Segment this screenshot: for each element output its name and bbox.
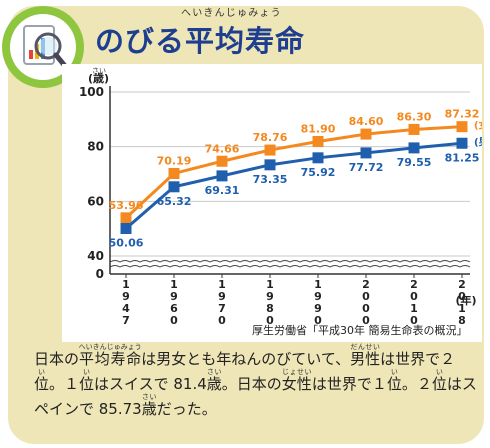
title-ruby: へいきんじゅみょう	[181, 8, 282, 19]
data-point	[312, 152, 324, 164]
source-note: 厚生労働省「平成30年 簡易生命表の概況」	[252, 324, 468, 337]
text-seg: はスイスで 81.4	[94, 375, 207, 393]
data-point	[264, 144, 276, 156]
body-text: 日本の平均寿命へいきんじゅみょうは男女とも年ねんのびていて、男性だんせいは世界で…	[34, 343, 480, 422]
series-line	[124, 125, 463, 219]
y-tick-label: 40	[87, 249, 104, 263]
y-tick-label: 100	[79, 85, 104, 99]
text-seg: 。１	[49, 375, 80, 393]
chart-panel: 40 60 80 100 0 さい (歳) 1 9 4 7 1 9 6 0 1 9 7 0 1 9 8 0 1 9 9 0 2 0 0 0 2…	[62, 64, 490, 342]
text-seg: 。２	[401, 375, 432, 393]
text-seg: 。日本の	[221, 375, 282, 393]
data-label: 77.72	[349, 161, 384, 174]
text-seg: 日本の	[34, 350, 80, 368]
data-point	[312, 135, 324, 147]
text-seg: だった。	[156, 400, 217, 418]
data-point	[360, 128, 372, 140]
life-expectancy-chart: 40 60 80 100 0 さい(歳) 1 9 4 7 1 9 6 0 1 9 7 0 1 9 8 0 1 9 9 0 2 0 0 0 2…	[79, 67, 490, 327]
ruby-word: 位い	[79, 368, 95, 393]
data-label: 87.32	[445, 108, 480, 121]
series-line	[125, 141, 463, 230]
series-label: (男)	[474, 136, 482, 148]
data-point	[216, 170, 228, 182]
data-label: 84.60	[349, 115, 384, 128]
x-axis-label: (年)	[455, 293, 476, 307]
series-label: (女)	[474, 119, 482, 132]
y-tick-label: 60	[87, 194, 104, 208]
data-label: 50.06	[109, 237, 144, 250]
data-label: 75.92	[301, 166, 336, 179]
axis-break-line	[109, 260, 471, 263]
data-label: 53.96	[109, 199, 144, 212]
ruby-word: 女性じょせい	[281, 368, 312, 393]
data-point	[360, 147, 372, 159]
data-label: 78.76	[253, 131, 288, 144]
data-label: 73.35	[253, 173, 288, 186]
data-label: 70.19	[157, 154, 192, 167]
data-point	[216, 155, 228, 167]
page-title: のびる平均寿命	[95, 24, 306, 58]
data-label: 69.31	[205, 184, 240, 197]
text-seg: は世界で１	[311, 375, 387, 393]
data-point	[456, 137, 468, 149]
ruby-word: 位い	[34, 368, 50, 393]
ruby-word: 歳さい	[141, 393, 157, 418]
data-point	[168, 167, 180, 179]
data-label: 65.32	[157, 195, 192, 208]
data-point	[120, 212, 132, 224]
data-label: 81.90	[301, 122, 336, 135]
axis-break-line	[109, 265, 471, 268]
y-tick-label: 80	[87, 140, 104, 154]
y-axis-label: (歳)	[88, 71, 109, 85]
ruby-word: 位い	[431, 368, 447, 393]
text-seg: はスペインで 85.73	[34, 375, 477, 418]
data-point	[120, 223, 132, 235]
text-seg: は世界で２	[380, 350, 456, 368]
data-point	[456, 121, 468, 133]
data-label: 79.55	[397, 156, 432, 169]
data-label: 81.25	[445, 151, 480, 164]
ruby-word: 平均寿命へいきんじゅみょう	[78, 343, 142, 368]
y-tick-label: 0	[96, 267, 104, 281]
header-badge	[2, 6, 84, 88]
ruby-word: 男性だんせい	[350, 343, 381, 368]
ruby-word: 歳さい	[206, 368, 222, 393]
data-label: 74.66	[205, 142, 240, 155]
ruby-word: 位い	[386, 368, 402, 393]
data-point	[408, 123, 420, 135]
data-point	[264, 159, 276, 171]
text-seg: は男女とも年ねんのびていて、	[141, 350, 351, 368]
data-label: 86.30	[397, 110, 432, 123]
data-point	[408, 142, 420, 154]
data-point	[168, 181, 180, 193]
y-axis-ruby: さい	[92, 67, 106, 75]
